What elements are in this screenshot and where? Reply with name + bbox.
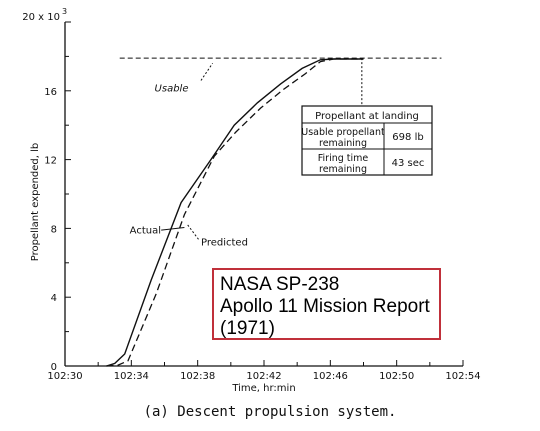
landing-table-value: 43 sec bbox=[392, 158, 425, 169]
landing-table-value: 698 lb bbox=[392, 132, 423, 143]
chart-series bbox=[106, 57, 442, 367]
x-axis-label: Time, hr:min bbox=[231, 383, 295, 394]
x-tick-label: 102:42 bbox=[246, 371, 281, 382]
landing-table-label-line1: Firing time bbox=[318, 153, 369, 164]
actual-leader bbox=[161, 227, 185, 231]
y-top-tick-label: 20 x 10 bbox=[22, 12, 60, 23]
landing-table-title: Propellant at landing bbox=[315, 111, 419, 122]
y-axis-label: Propellant expended, lb bbox=[30, 143, 41, 262]
source-note-line-3: (1971) bbox=[220, 318, 275, 339]
x-tick-label: 102:38 bbox=[180, 371, 215, 382]
figure-caption: (a) Descent propulsion system. bbox=[143, 404, 397, 420]
chart-annotations: Usable Actual Predicted bbox=[130, 63, 248, 249]
x-tick-label: 102:34 bbox=[114, 371, 149, 382]
source-note-line-1: NASA SP-238 bbox=[220, 274, 340, 295]
predicted-label: Predicted bbox=[201, 238, 248, 249]
predicted-leader bbox=[187, 224, 200, 241]
landing-table-label-line2: remaining bbox=[319, 164, 367, 175]
y-tick-label: 0 bbox=[51, 362, 57, 373]
usable-leader bbox=[200, 63, 214, 81]
y-exponent-superscript: 3 bbox=[62, 7, 67, 16]
landing-table-frame bbox=[301, 105, 433, 176]
landing-table-label-line2: remaining bbox=[319, 138, 367, 149]
y-tick-label: 16 bbox=[44, 87, 57, 98]
y-tick-label: 8 bbox=[51, 224, 57, 235]
usable-label: Usable bbox=[155, 83, 189, 94]
y-tick-label: 4 bbox=[51, 293, 57, 304]
source-note-line-2: Apollo 11 Mission Report bbox=[220, 296, 430, 317]
source-note-box: NASA SP-238 Apollo 11 Mission Report (19… bbox=[212, 268, 441, 340]
x-tick-label: 102:30 bbox=[47, 371, 82, 382]
x-tick-label: 102:46 bbox=[313, 371, 348, 382]
y-tick-label: 12 bbox=[44, 156, 57, 167]
actual-label: Actual bbox=[130, 226, 161, 237]
landing-table-label-line1: Usable propellant bbox=[301, 127, 385, 138]
x-tick-label: 102:50 bbox=[379, 371, 414, 382]
x-tick-label: 102:54 bbox=[445, 371, 480, 382]
series-line-predicted bbox=[106, 58, 364, 367]
chart-ticks: 102:30 102:34 102:38 102:42 102:46 102:50 102:… bbox=[22, 7, 480, 394]
